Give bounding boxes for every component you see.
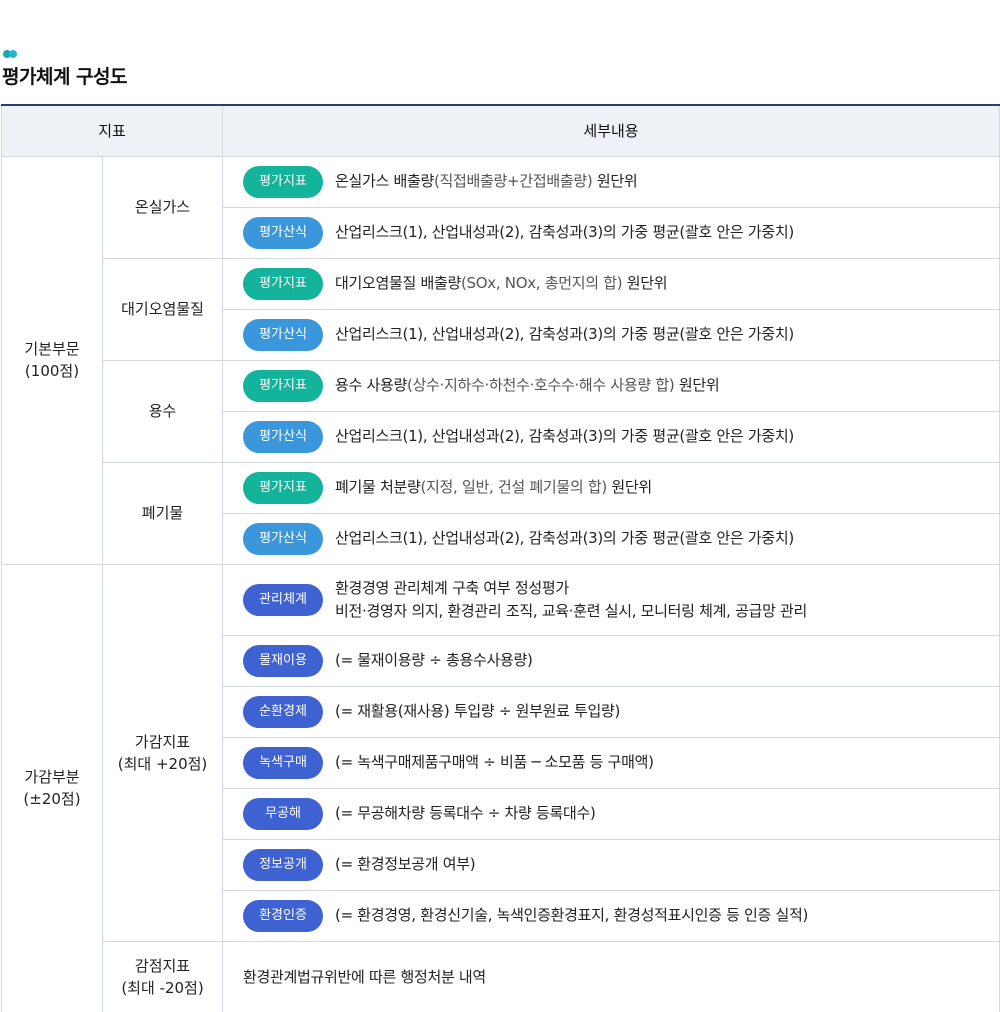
detail-cell: 평가산식 산업리스크(1), 산업내성과(2), 감축성과(3)의 가중 평균(… <box>222 207 1000 259</box>
eval-formula-badge: 평가산식 <box>243 522 324 555</box>
material-use-badge: 물재이용 <box>243 644 324 677</box>
indicator-plus-label: 가감지표 <box>134 732 191 751</box>
eval-indicator-badge: 평가지표 <box>243 369 324 402</box>
detail-cell: 관리체계 환경경영 관리체계 구축 여부 정성평가 비전·경영자 의지, 환경관… <box>222 564 1000 636</box>
detail-cell: 평가산식 산업리스크(1), 산업내성과(2), 감축성과(3)의 가중 평균(… <box>222 309 1000 361</box>
circular-economy-badge: 순환경제 <box>243 695 324 728</box>
mgmt-system-badge: 관리체계 <box>243 583 324 616</box>
eval-formula-badge: 평가산식 <box>243 216 324 249</box>
detail-cell: 환경인증 (= 환경경영, 환경신기술, 녹색인증환경표지, 환경성적표시인증 … <box>222 890 1000 942</box>
category-adjust-score: (±20점) <box>23 790 81 808</box>
table-row: 무공해 (= 무공해차량 등록대수 ÷ 차량 등록대수) <box>2 788 1000 840</box>
indicator-plus-score: (최대 +20점) <box>117 754 208 773</box>
penalty-text: 환경관계법규위반에 따른 행정처분 내역 <box>243 968 486 986</box>
detail-cell: 평가지표 용수 사용량(상수·지하수·하천수·호수수·해수 사용량 합) 원단위 <box>222 360 1000 412</box>
table-row: 평가산식 산업리스크(1), 산업내성과(2), 감축성과(3)의 가중 평균(… <box>2 513 1000 565</box>
detail-cell: 평가지표 온실가스 배출량(직접배출량+간접배출량) 원단위 <box>222 156 1000 208</box>
eval-indicator-badge: 평가지표 <box>243 165 324 198</box>
detail-cell: 녹색구매 (= 녹색구매제품구매액 ÷ 비품 ─ 소모품 등 구매액) <box>222 737 1000 789</box>
table-row: 기본부문 (100점) 온실가스 평가지표 온실가스 배출량(직접배출량+간접배… <box>1 156 1000 565</box>
detail-cell: 물재이용 (= 물재이용량 ÷ 총용수사용량) <box>222 635 1000 687</box>
indicator-waste: 폐기물 <box>101 462 223 565</box>
indicator-minus-label: 감점지표 <box>134 956 191 975</box>
table-row: 용수 평가지표 용수 사용량(상수·지하수·하천수·호수수·해수 사용량 합) … <box>2 360 1000 463</box>
indicator-air: 대기오염물질 <box>101 258 223 361</box>
eval-indicator-badge: 평가지표 <box>243 471 324 504</box>
detail-cell: 평가산식 산업리스크(1), 산업내성과(2), 감축성과(3)의 가중 평균(… <box>222 513 1000 565</box>
table-row: 폐기물 평가지표 폐기물 처분량(지정, 일반, 건설 폐기물의 합) 원단위 <box>2 462 1000 565</box>
category-adjust: 가감부분 (±20점) <box>1 564 103 1012</box>
formula-text: 산업리스크(1), 산업내성과(2), 감축성과(3)의 가중 평균(괄호 안은… <box>335 529 794 547</box>
mgmt-system-text: 환경경영 관리체계 구축 여부 정성평가 비전·경영자 의지, 환경관리 조직,… <box>335 577 807 623</box>
table-row: 대기오염물질 평가지표 대기오염물질 배출량(SOx, NOx, 총먼지의 합)… <box>2 258 1000 361</box>
info-disclosure-text: (= 환경정보공개 여부) <box>335 855 476 873</box>
eval-formula-badge: 평가산식 <box>243 420 324 453</box>
table-header-row: 지표 세부내용 <box>0 105 1000 157</box>
indicator-minus: 감점지표 (최대 -20점) <box>101 941 223 1012</box>
indicator-water: 용수 <box>101 360 223 463</box>
env-cert-text: (= 환경경영, 환경신기술, 녹색인증환경표지, 환경성적표시인증 등 인증 … <box>335 906 809 924</box>
page-title: 평가체계 구성도 <box>2 66 127 88</box>
table-row: 녹색구매 (= 녹색구매제품구매액 ÷ 비품 ─ 소모품 등 구매액) <box>2 737 1000 789</box>
category-basic: 기본부문 (100점) <box>1 156 103 565</box>
category-basic-score: (100점) <box>24 362 80 380</box>
formula-text: 산업리스크(1), 산업내성과(2), 감축성과(3)의 가중 평균(괄호 안은… <box>335 223 794 241</box>
indicator-minus-score: (최대 -20점) <box>121 978 204 997</box>
mgmt-system-line1: 환경경영 관리체계 구축 여부 정성평가 <box>335 578 569 597</box>
air-indicator-text: 대기오염물질 배출량(SOx, NOx, 총먼지의 합) 원단위 <box>335 274 668 292</box>
material-use-text: (= 물재이용량 ÷ 총용수사용량) <box>335 651 533 669</box>
env-cert-badge: 환경인증 <box>243 899 324 932</box>
detail-cell: 순환경제 (= 재활용(재사용) 투입량 ÷ 원부원료 투입량) <box>222 686 1000 738</box>
category-adjust-label: 가감부분 <box>24 768 80 786</box>
evaluation-table: 지표 세부내용 기본부문 (100점) 온실가스 평가지표 온실가스 배출량(직… <box>0 104 1000 1012</box>
mgmt-system-line2: 비전·경영자 의지, 환경관리 조직, 교육·훈련 실시, 모니터링 체계, 공… <box>335 601 808 620</box>
eval-indicator-badge: 평가지표 <box>243 267 324 300</box>
detail-cell: 정보공개 (= 환경정보공개 여부) <box>222 839 1000 891</box>
detail-cell: 무공해 (= 무공해차량 등록대수 ÷ 차량 등록대수) <box>222 788 1000 840</box>
indicator-ghg: 온실가스 <box>101 156 223 259</box>
detail-cell: 평가지표 폐기물 처분량(지정, 일반, 건설 폐기물의 합) 원단위 <box>222 462 1000 514</box>
category-basic-label: 기본부문 <box>24 340 80 358</box>
formula-text: 산업리스크(1), 산업내성과(2), 감축성과(3)의 가중 평균(괄호 안은… <box>335 427 794 445</box>
circular-economy-text: (= 재활용(재사용) 투입량 ÷ 원부원료 투입량) <box>335 702 621 720</box>
title-bullet-icon <box>3 50 19 58</box>
indicator-plus: 가감지표 (최대 +20점) <box>101 564 223 942</box>
ghg-indicator-text: 온실가스 배출량(직접배출량+간접배출량) 원단위 <box>335 172 638 190</box>
table-row: 평가산식 산업리스크(1), 산업내성과(2), 감축성과(3)의 가중 평균(… <box>2 207 1000 259</box>
detail-cell: 환경관계법규위반에 따른 행정처분 내역 <box>222 941 1000 1012</box>
pollution-free-badge: 무공해 <box>243 797 324 830</box>
formula-text: 산업리스크(1), 산업내성과(2), 감축성과(3)의 가중 평균(괄호 안은… <box>335 325 794 343</box>
header-indicator: 지표 <box>0 105 223 157</box>
table-row: 평가산식 산업리스크(1), 산업내성과(2), 감축성과(3)의 가중 평균(… <box>2 411 1000 463</box>
header-details: 세부내용 <box>222 105 1000 157</box>
table-row: 감점지표 (최대 -20점) 환경관계법규위반에 따른 행정처분 내역 <box>2 941 1000 1012</box>
detail-cell: 평가지표 대기오염물질 배출량(SOx, NOx, 총먼지의 합) 원단위 <box>222 258 1000 310</box>
table-row: 평가산식 산업리스크(1), 산업내성과(2), 감축성과(3)의 가중 평균(… <box>2 309 1000 361</box>
water-indicator-text: 용수 사용량(상수·지하수·하천수·호수수·해수 사용량 합) 원단위 <box>335 376 720 394</box>
table-row: 순환경제 (= 재활용(재사용) 투입량 ÷ 원부원료 투입량) <box>2 686 1000 738</box>
detail-cell: 평가산식 산업리스크(1), 산업내성과(2), 감축성과(3)의 가중 평균(… <box>222 411 1000 463</box>
table-row: 가감부분 (±20점) 가감지표 (최대 +20점) 관리체계 환경경영 관리체… <box>1 564 1000 1012</box>
pollution-free-text: (= 무공해차량 등록대수 ÷ 차량 등록대수) <box>335 804 596 822</box>
info-disclosure-badge: 정보공개 <box>243 848 324 881</box>
eval-formula-badge: 평가산식 <box>243 318 324 351</box>
table-row: 환경인증 (= 환경경영, 환경신기술, 녹색인증환경표지, 환경성적표시인증 … <box>2 890 1000 942</box>
green-purchase-badge: 녹색구매 <box>243 746 324 779</box>
green-purchase-text: (= 녹색구매제품구매액 ÷ 비품 ─ 소모품 등 구매액) <box>335 753 654 771</box>
waste-indicator-text: 폐기물 처분량(지정, 일반, 건설 폐기물의 합) 원단위 <box>335 478 652 496</box>
table-row: 정보공개 (= 환경정보공개 여부) <box>2 839 1000 891</box>
table-row: 물재이용 (= 물재이용량 ÷ 총용수사용량) <box>2 635 1000 687</box>
